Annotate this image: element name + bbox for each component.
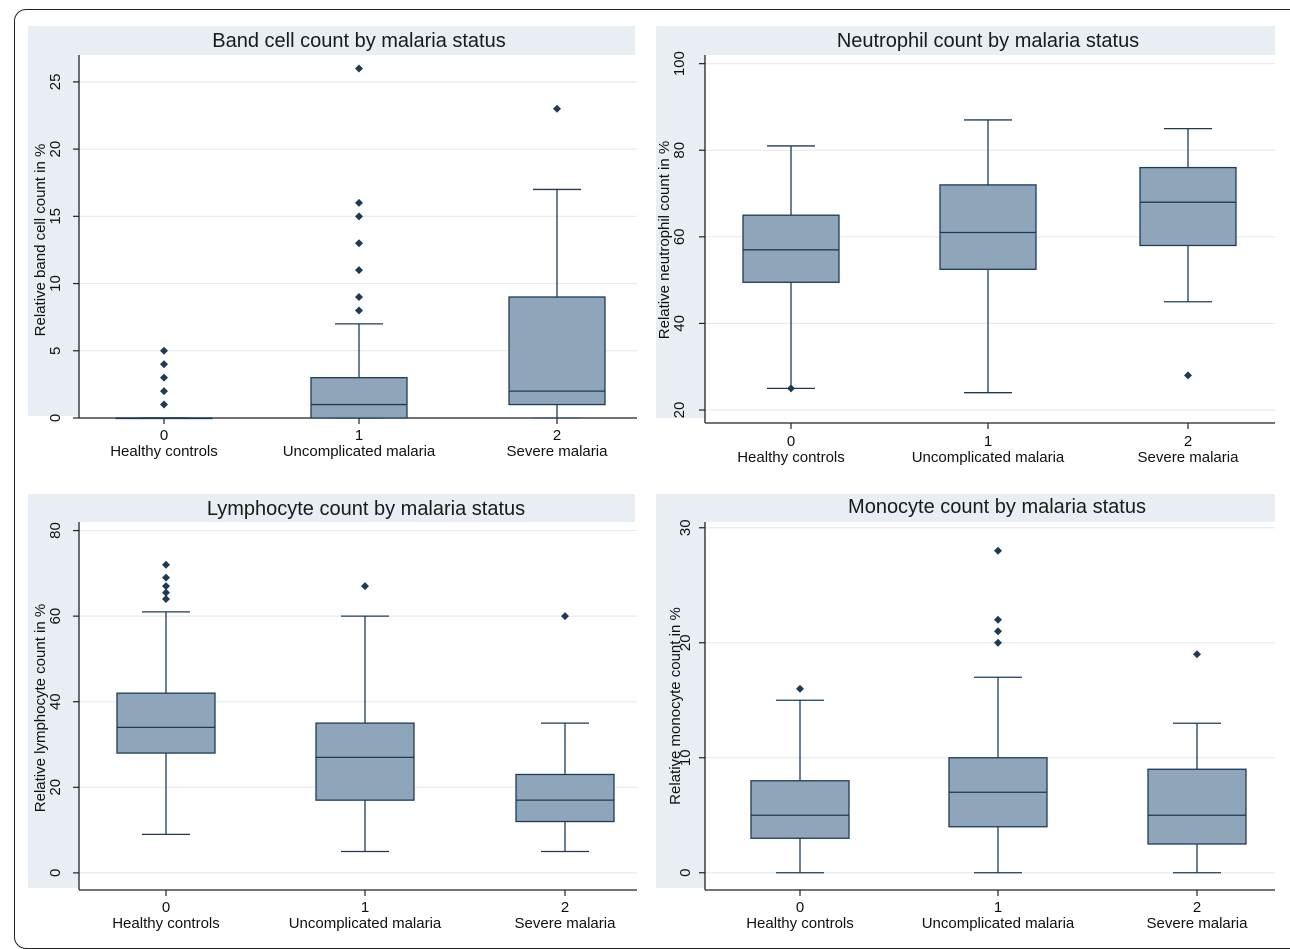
outlier-point [355,239,363,248]
x-tick-label: Severe malaria [515,915,617,932]
x-tick-label: Uncomplicated malaria [922,915,1075,932]
y-tick-label: 15 [47,208,64,225]
y-axis-label: Relative band cell count in % [32,144,49,337]
y-tick-label: 60 [47,608,64,625]
outlier-point [162,595,170,604]
y-tick-label: 0 [677,869,694,877]
outlier-point [796,684,804,693]
outlier-point [355,306,363,315]
outlier-point [994,546,1002,555]
y-axis-label: Relative lymphocyte count in % [32,604,49,812]
y-tick-label: 100 [671,51,688,76]
box [315,722,415,801]
outlier-point [160,346,168,355]
outlier-point [355,198,363,207]
box [508,296,606,406]
outlier-point [994,638,1002,647]
chart-panel-3: Monocyte count by malaria status0102030R… [656,494,1275,932]
x-tick-label: Healthy controls [746,915,854,932]
chart-title: Monocyte count by malaria status [848,496,1146,518]
x-tick-code: 1 [994,899,1002,916]
x-tick-code: 0 [796,899,804,916]
outlier-point [1184,371,1192,380]
box [1147,768,1247,845]
y-axis-label: Relative neutrophil count in % [656,141,673,339]
x-tick-label: Healthy controls [110,443,218,460]
x-tick-code: 0 [787,433,795,450]
outlier-point [160,400,168,409]
y-tick-label: 25 [47,74,64,91]
x-tick-label: Uncomplicated malaria [283,443,436,460]
y-tick-label: 60 [671,228,688,245]
x-tick-label: Severe malaria [507,443,609,460]
x-tick-code: 0 [160,427,168,444]
y-tick-label: 30 [677,519,694,536]
outlier-point [561,612,569,621]
outlier-point [355,64,363,73]
x-tick-label: Healthy controls [112,915,220,932]
chart-title: Neutrophil count by malaria status [837,30,1139,52]
outlier-point [994,627,1002,636]
box [116,692,216,754]
y-tick-label: 20 [47,779,64,796]
outlier-point [553,104,561,113]
chart-title: Band cell count by malaria status [212,30,506,52]
y-axis-label: Relative monocyte count in % [667,607,684,805]
outlier-point [160,373,168,382]
chart-title: Lymphocyte count by malaria status [207,498,525,520]
y-tick-label: 5 [47,347,64,355]
y-tick-label: 40 [47,693,64,710]
y-tick-label: 20 [677,634,694,651]
outlier-point [355,266,363,275]
outlier-point [162,582,170,591]
x-tick-code: 1 [361,899,369,916]
x-tick-code: 0 [162,899,170,916]
box [939,184,1037,270]
outlier-point [787,384,795,393]
x-tick-label: Healthy controls [737,449,845,466]
x-tick-label: Uncomplicated malaria [289,915,442,932]
outlier-point [162,588,170,597]
box [515,773,615,823]
chart-panel-1: Neutrophil count by malaria status204060… [656,26,1275,466]
x-tick-code: 2 [1184,433,1192,450]
box [1139,166,1237,247]
y-tick-label: 80 [47,522,64,539]
x-tick-code: 2 [561,899,569,916]
x-tick-code: 1 [355,427,363,444]
outlier-point [1193,650,1201,659]
y-tick-label: 0 [47,414,64,422]
y-tick-label: 40 [671,315,688,332]
outlier-point [361,582,369,591]
box [310,377,408,419]
outlier-point [355,212,363,221]
box [742,214,840,283]
outlier-point [160,360,168,369]
x-tick-code: 2 [1193,899,1201,916]
x-tick-code: 2 [553,427,561,444]
outlier-point [162,573,170,582]
y-tick-label: 10 [677,749,694,766]
x-tick-code: 1 [984,433,992,450]
chart-panel-0: Band cell count by malaria status0510152… [28,26,637,460]
x-tick-label: Uncomplicated malaria [912,449,1065,466]
x-tick-label: Severe malaria [1147,915,1249,932]
y-tick-label: 20 [47,141,64,158]
y-tick-label: 20 [671,402,688,419]
y-tick-label: 10 [47,275,64,292]
outlier-point [355,293,363,301]
box [750,780,850,839]
y-tick-label: 0 [47,869,64,877]
x-tick-label: Severe malaria [1138,449,1240,466]
outlier-point [994,615,1002,624]
chart-panel-2: Lymphocyte count by malaria status020406… [28,494,637,932]
y-tick-label: 80 [671,142,688,159]
outlier-point [160,387,168,396]
outlier-point [162,560,170,569]
